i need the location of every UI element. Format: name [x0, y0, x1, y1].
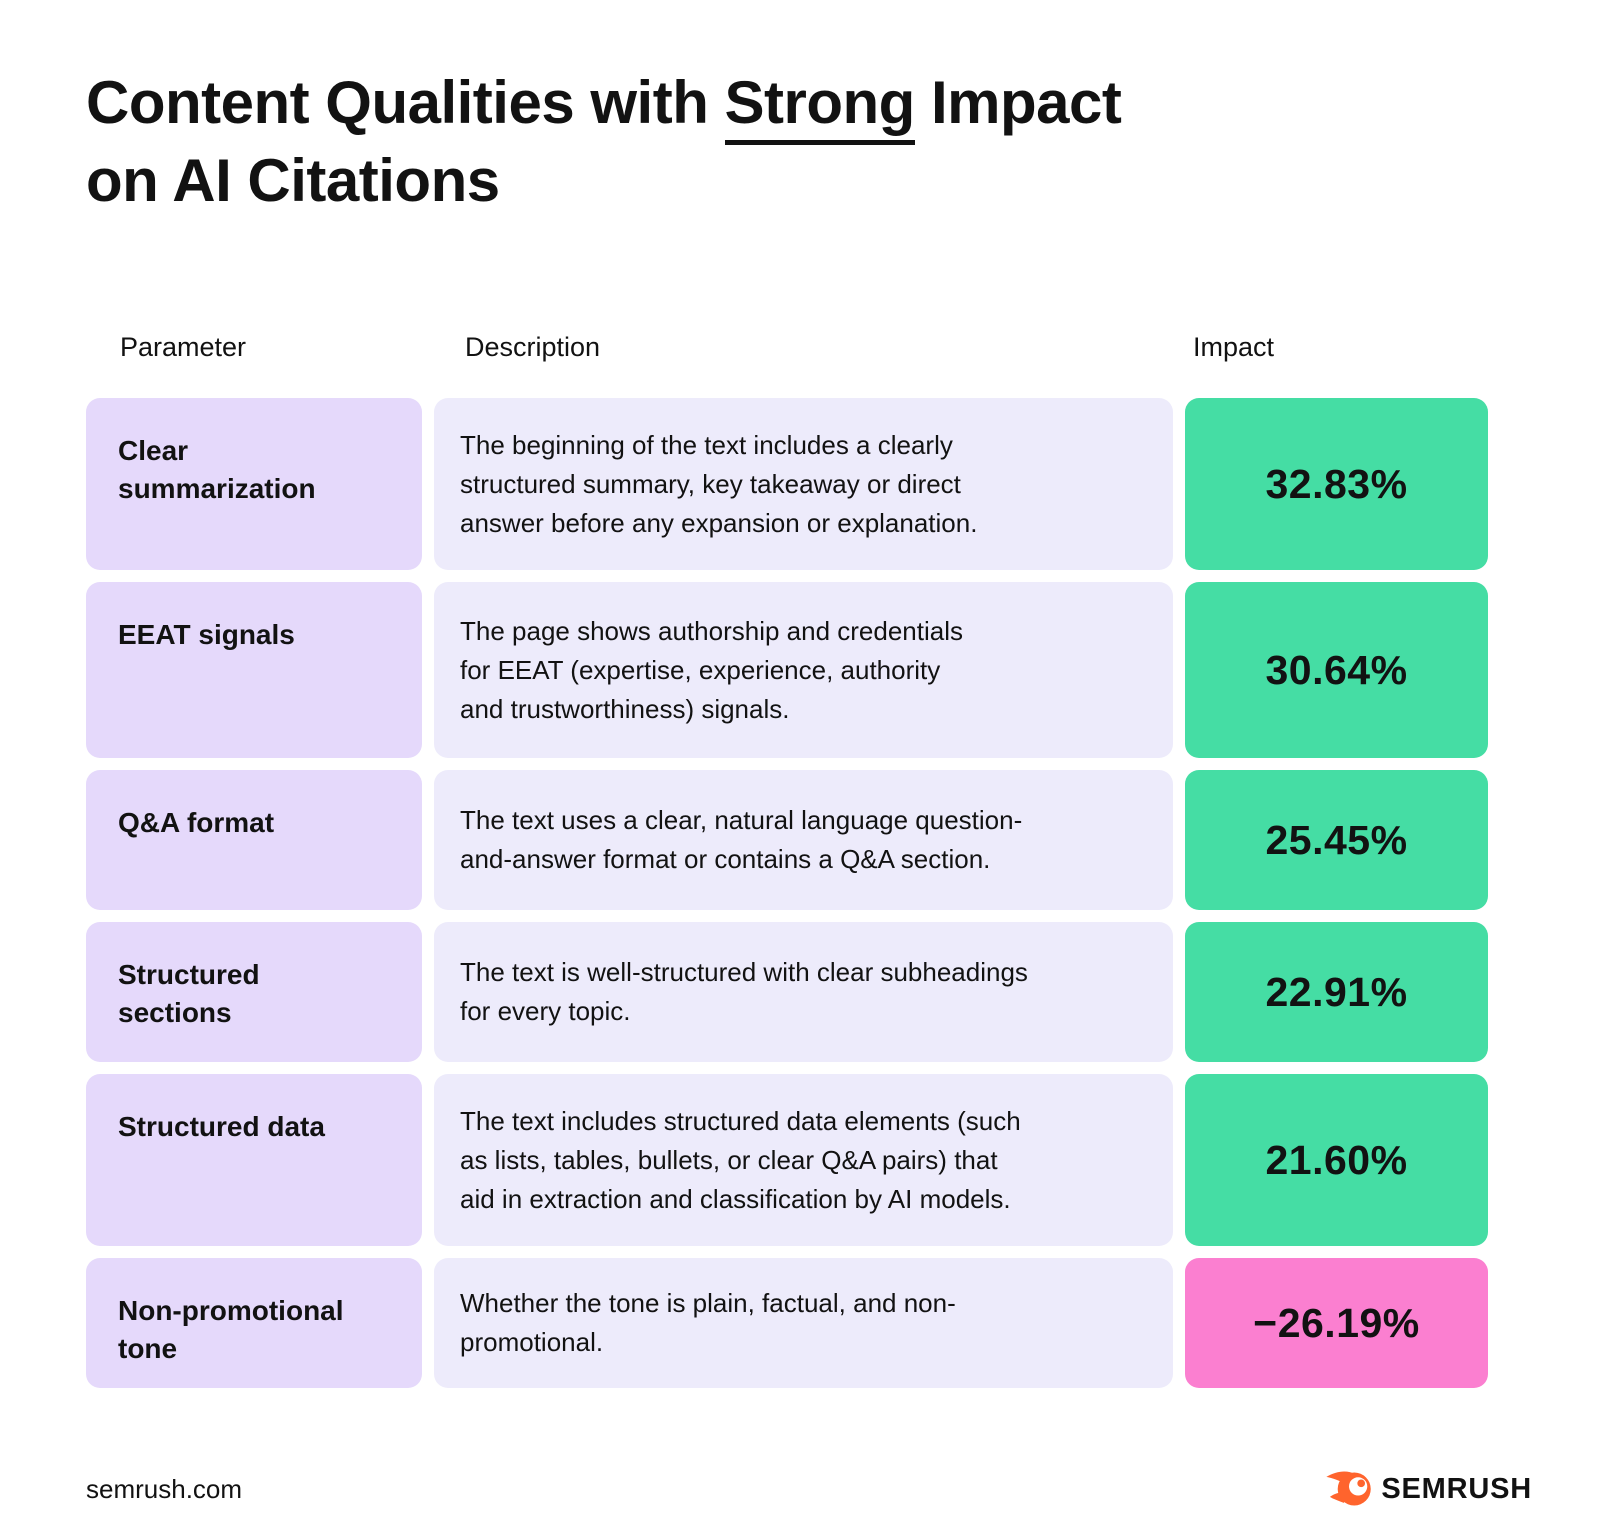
column-header-description: Description: [465, 332, 601, 362]
semrush-logo: SEMRUSH: [1326, 1469, 1532, 1509]
parameter-cell: Non-promotional tone: [86, 1258, 422, 1388]
description-cell: Whether the tone is plain, factual, and …: [434, 1258, 1173, 1388]
footer: semrush.com SEMRUSH: [86, 1462, 1532, 1516]
impact-value-cell: 22.91%: [1185, 922, 1488, 1062]
table-row: Q&A format The text uses a clear, natura…: [86, 770, 1488, 910]
title-text-suffix: Impact: [914, 69, 1122, 136]
title-underlined-word: Strong: [724, 69, 915, 145]
impact-value-cell: 32.83%: [1185, 398, 1488, 570]
table-header-row: Parameter Description Impact: [86, 332, 1488, 363]
column-header-parameter: Parameter: [120, 332, 247, 362]
title-text-prefix: Content Qualities with: [86, 69, 725, 136]
parameter-cell: Structured sections: [86, 922, 422, 1062]
parameter-cell: Structured data: [86, 1074, 422, 1246]
table-row: Clear summarization The beginning of the…: [86, 398, 1488, 570]
table-row: EEAT signals The page shows authorship a…: [86, 582, 1488, 758]
title-line-2: on AI Citations: [86, 147, 500, 214]
table-row: Non-promotional tone Whether the tone is…: [86, 1258, 1488, 1388]
description-cell: The beginning of the text includes a cle…: [434, 398, 1173, 570]
parameter-cell: EEAT signals: [86, 582, 422, 758]
impact-value-cell: −26.19%: [1185, 1258, 1488, 1388]
page-title: Content Qualities with Strong Impact on …: [86, 64, 1122, 220]
description-cell: The text is well-structured with clear s…: [434, 922, 1173, 1062]
description-cell: The text uses a clear, natural language …: [434, 770, 1173, 910]
semrush-wordmark: SEMRUSH: [1381, 1472, 1532, 1505]
title-line-1: Content Qualities with Strong Impact: [86, 64, 1122, 145]
site-url: semrush.com: [86, 1473, 243, 1504]
table-row: Structured sections The text is well-str…: [86, 922, 1488, 1062]
impact-table: Clear summarization The beginning of the…: [86, 398, 1488, 1388]
description-cell: The text includes structured data elemen…: [434, 1074, 1173, 1246]
column-header-impact: Impact: [1193, 332, 1275, 362]
parameter-cell: Clear summarization: [86, 398, 422, 570]
table-row: Structured data The text includes struct…: [86, 1074, 1488, 1246]
impact-value-cell: 30.64%: [1185, 582, 1488, 758]
semrush-flame-icon: [1326, 1471, 1372, 1506]
parameter-cell: Q&A format: [86, 770, 422, 910]
description-cell: The page shows authorship and credential…: [434, 582, 1173, 758]
impact-value-cell: 25.45%: [1185, 770, 1488, 910]
impact-value-cell: 21.60%: [1185, 1074, 1488, 1246]
